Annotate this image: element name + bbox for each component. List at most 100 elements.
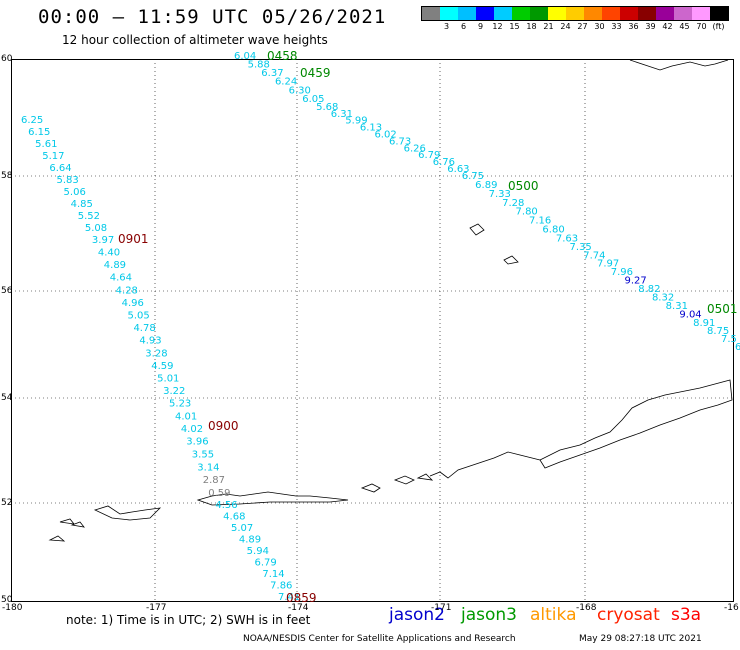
swh-value-label: 7.5 xyxy=(721,334,737,345)
scale-swatch-4 xyxy=(494,7,512,20)
swh-value-label: 3.14 xyxy=(197,462,219,473)
swh-value-label: 7.97 xyxy=(597,259,619,270)
altimeter-track-east: 6.045.886.376.246.306.055.686.315.996.13… xyxy=(234,49,740,353)
st-paul-island xyxy=(469,223,485,236)
alaska-coast-north xyxy=(629,59,729,71)
longitude-label: -171 xyxy=(431,603,452,613)
time-label: 0859 xyxy=(286,591,317,605)
coastline xyxy=(48,59,733,542)
swh-value-label: 3.55 xyxy=(192,450,214,461)
scale-label-1: 3 xyxy=(443,22,450,31)
longitude-label: -177 xyxy=(146,603,167,613)
swh-value-label: 6 xyxy=(735,342,740,353)
scale-swatch-13 xyxy=(656,7,674,20)
swh-value-label: 6.37 xyxy=(261,68,283,79)
timestamp-text: May 29 08:27:18 UTC 2021 xyxy=(579,634,702,644)
swh-value-label: 4.64 xyxy=(110,273,132,284)
swh-value-label: 6.79 xyxy=(418,150,440,161)
swh-value-label: 4.89 xyxy=(239,534,261,545)
swh-value-label: 7.96 xyxy=(611,267,633,278)
time-label: 0458 xyxy=(267,49,298,63)
st-matthew-island xyxy=(503,255,519,265)
scale-swatch-15 xyxy=(692,7,710,20)
swh-value-label: 6.02 xyxy=(374,130,396,141)
aleutian-chain-west xyxy=(196,491,349,506)
swh-value-label: 6.13 xyxy=(360,123,382,134)
latitude-label: 50 xyxy=(1,595,13,605)
time-label: 0501 xyxy=(707,302,738,316)
swh-value-label: 5.08 xyxy=(85,223,107,234)
mission-label-s3a: s3a xyxy=(671,605,702,625)
swh-value-label: 6.05 xyxy=(302,94,324,105)
scale-label-7: 21 xyxy=(543,22,554,31)
scale-swatch-6 xyxy=(530,7,548,20)
swh-value-label: 6.75 xyxy=(462,171,484,182)
scale-swatch-2 xyxy=(458,7,476,20)
credit-text: NOAA/NESDIS Center for Satellite Applica… xyxy=(243,634,516,644)
page-title: 00:00 – 11:59 UTC 05/26/2021 xyxy=(38,6,387,28)
scale-swatch-9 xyxy=(584,7,602,20)
swh-value-label: 6.24 xyxy=(275,77,297,88)
aleutian-chain-east xyxy=(429,451,541,479)
time-label: 0459 xyxy=(300,66,331,80)
aleutian-chain-mid xyxy=(360,473,434,493)
scale-swatch-8 xyxy=(566,7,584,20)
scale-label-13: 39 xyxy=(645,22,656,31)
swh-value-label: 5.94 xyxy=(247,546,269,557)
swh-value-label: 4.59 xyxy=(151,361,173,372)
swh-value-label: 6.25 xyxy=(21,115,43,126)
latitude-label: 54 xyxy=(1,393,13,403)
swh-value-label: 5.88 xyxy=(248,60,270,71)
swh-value-label: 3.96 xyxy=(186,437,208,448)
scale-label-6: 18 xyxy=(526,22,537,31)
swh-value-label: 5.06 xyxy=(64,187,86,198)
longitude-label: -168 xyxy=(576,603,597,613)
color-scale-bar xyxy=(421,6,729,21)
altimeter-track-west: 6.256.155.615.176.645.835.064.855.525.08… xyxy=(21,115,317,605)
swh-value-label: 7.74 xyxy=(583,250,605,261)
longitude-label: -174 xyxy=(288,603,309,613)
time-label: 0500 xyxy=(508,179,539,193)
scale-swatch-14 xyxy=(674,7,692,20)
mission-label-altika: altika xyxy=(530,605,577,625)
swh-value-label: 9.04 xyxy=(679,309,701,320)
swh-value-label: 2.87 xyxy=(203,475,225,486)
swh-value-label: 9.27 xyxy=(624,276,646,287)
time-label: 0900 xyxy=(208,419,239,433)
swh-value-label: 6.79 xyxy=(255,557,277,568)
longitude-label: -16 xyxy=(724,603,739,613)
swh-value-label: 4.89 xyxy=(104,260,126,271)
attu-islets xyxy=(48,518,85,542)
scale-swatch-7 xyxy=(548,7,566,20)
swh-value-label: 5.17 xyxy=(42,151,64,162)
scale-swatch-10 xyxy=(602,7,620,20)
swh-value-label: 7.14 xyxy=(262,569,284,580)
swh-value-label: 4.96 xyxy=(122,298,144,309)
scale-label-14: 42 xyxy=(662,22,673,31)
scale-swatch-0 xyxy=(422,7,440,20)
swh-value-label: 7.35 xyxy=(570,242,592,253)
swh-value-label: 4.85 xyxy=(71,199,93,210)
swh-value-label: 4.28 xyxy=(116,285,138,296)
swh-value-label: 5.83 xyxy=(56,175,78,186)
mission-label-cryosat: cryosat xyxy=(597,605,660,625)
color-scale-labels: 3 6 9 12 15 18 21 24 27 30 33 36 39 42 45 70 (ft) xyxy=(421,22,727,31)
latitude-label: 52 xyxy=(1,498,13,508)
swh-value-label: 4.56 xyxy=(215,500,237,511)
swh-value-label: 3.97 xyxy=(92,235,114,246)
scale-label-2: 6 xyxy=(460,22,467,31)
swh-value-label: 8.32 xyxy=(652,292,674,303)
time-label: 0901 xyxy=(118,232,149,246)
swh-value-label: 4.78 xyxy=(133,323,155,334)
scale-label-12: 36 xyxy=(628,22,639,31)
scale-swatch-12 xyxy=(638,7,656,20)
scale-swatch-11 xyxy=(620,7,638,20)
note-text: note: 1) Time is in UTC; 2) SWH is in fe… xyxy=(66,613,311,627)
swh-value-label: 6.64 xyxy=(49,163,71,174)
swh-value-label: 6.26 xyxy=(404,143,426,154)
swh-value-label: 6.63 xyxy=(447,164,469,175)
map-frame xyxy=(11,59,734,602)
scale-label-16: 70 xyxy=(696,22,707,31)
scale-swatch-1 xyxy=(440,7,458,20)
